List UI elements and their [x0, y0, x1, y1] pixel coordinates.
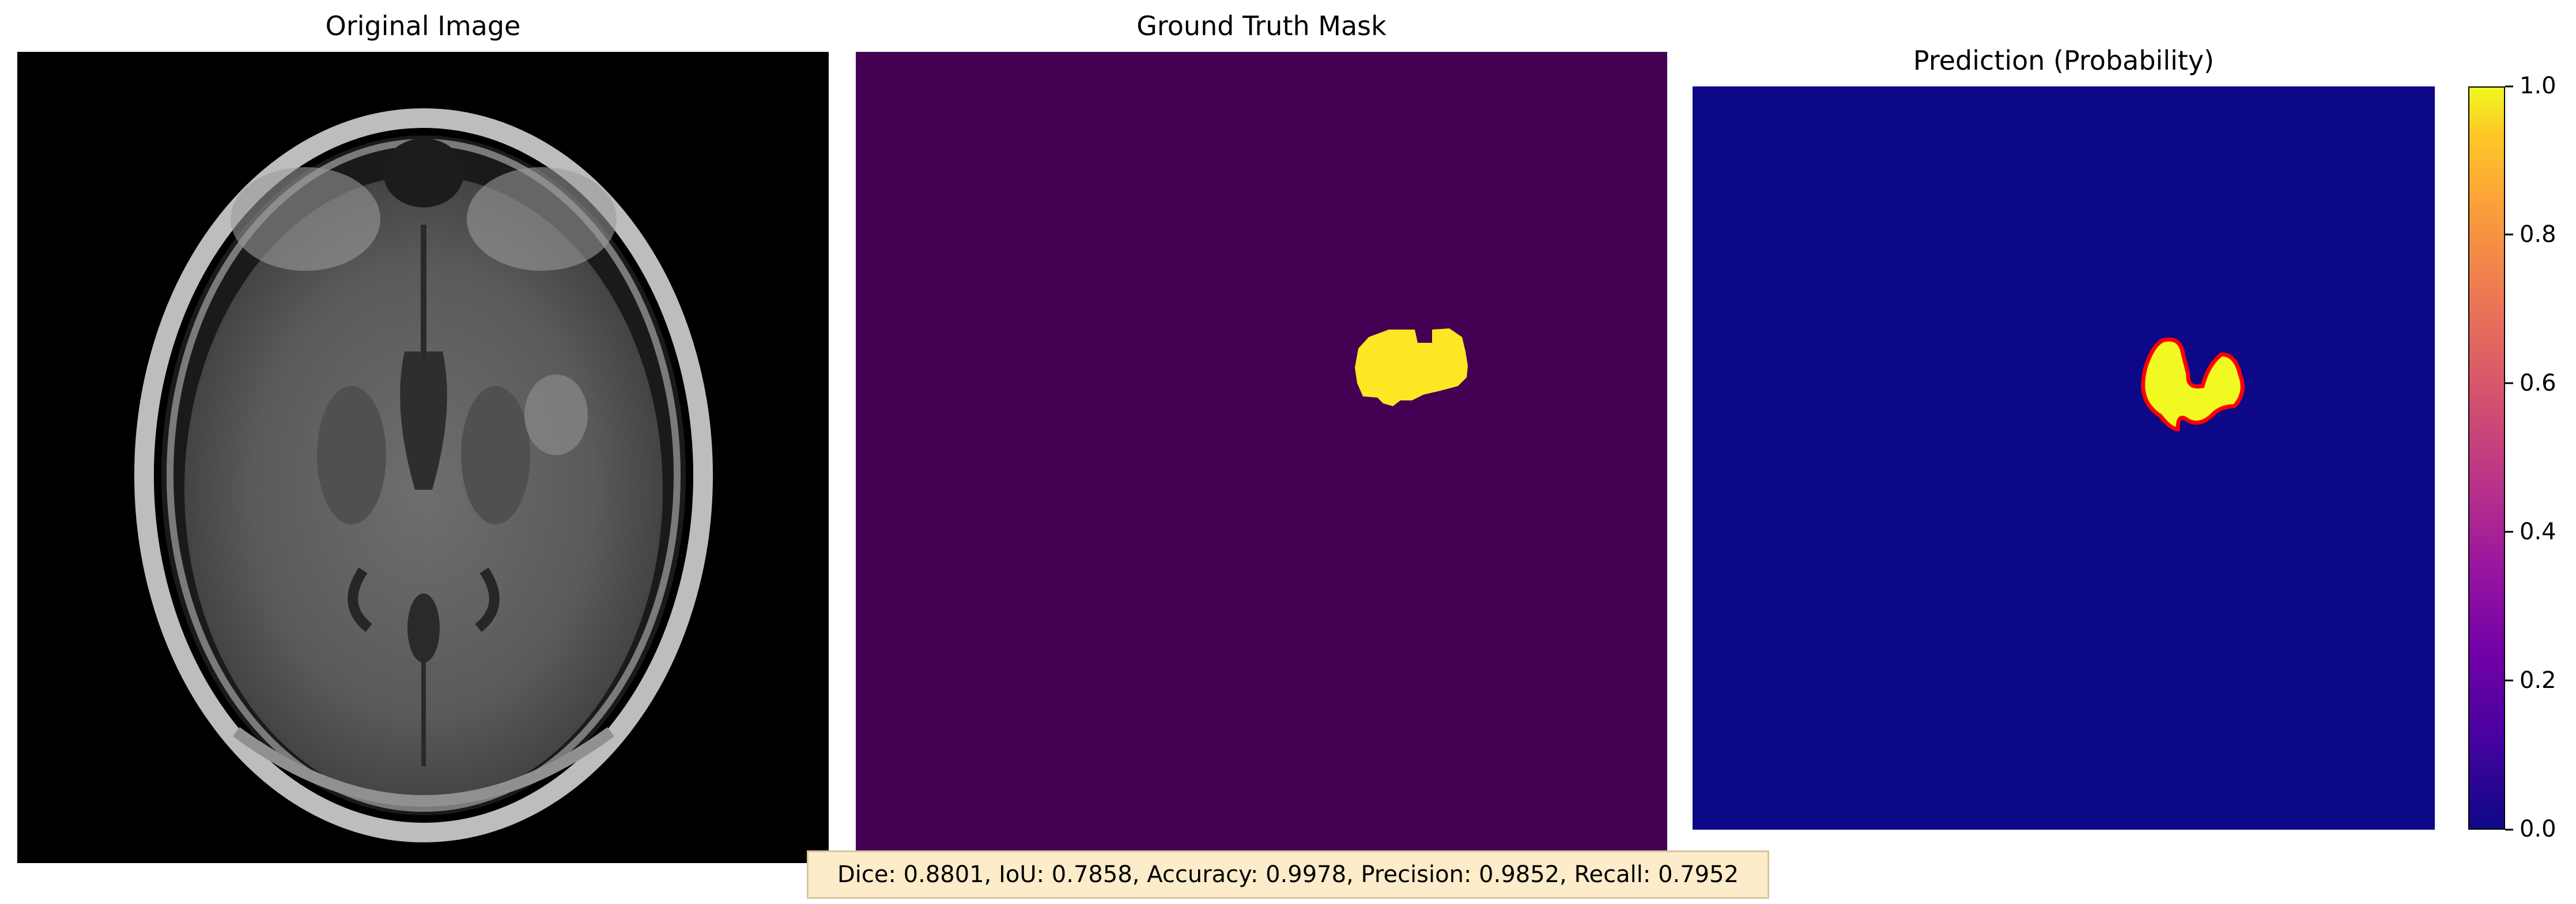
- metrics-summary-box: Dice: 0.8801, IoU: 0.7858, Accuracy: 0.9…: [807, 850, 1769, 899]
- ground-truth-tumor-region: [1355, 328, 1468, 406]
- ground-truth-mask: [856, 52, 1667, 863]
- prediction-tumor-region: [2141, 337, 2245, 432]
- colorbar-tick-label: 0.6: [2520, 370, 2556, 396]
- colorbar-tick-label: 0.8: [2520, 221, 2556, 248]
- prediction-title: Prediction (Probability): [1913, 45, 2215, 76]
- colorbar-ticks: [2505, 85, 2513, 831]
- ground-truth-title: Ground Truth Mask: [1136, 10, 1387, 41]
- colorbar-tick-label: 1.0: [2520, 73, 2556, 99]
- colorbar-tick-label: 0.2: [2520, 667, 2556, 694]
- original-mri-image: [17, 52, 829, 863]
- colorbar: [2468, 86, 2505, 830]
- prediction-probability-map: [1693, 86, 2435, 830]
- original-image-title: Original Image: [325, 10, 521, 41]
- colorbar-tick-label: 0.4: [2520, 519, 2556, 545]
- colorbar-tick-label: 0.0: [2520, 816, 2556, 842]
